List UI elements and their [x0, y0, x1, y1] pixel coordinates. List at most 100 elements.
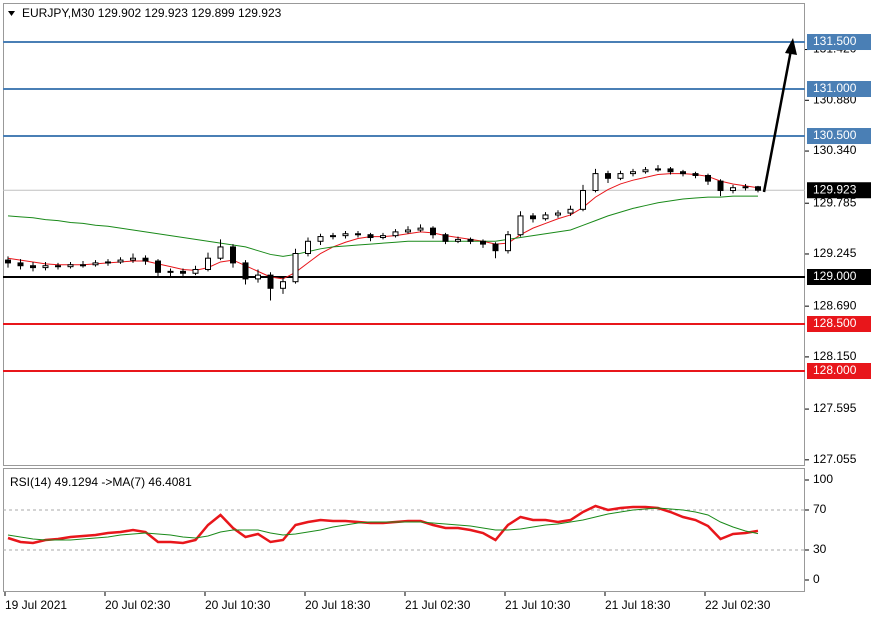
candle-body [592, 173, 599, 192]
level-label-box [807, 128, 871, 145]
candle-body [392, 231, 399, 237]
level-label: 128.000 [813, 363, 857, 377]
level-label-box [807, 363, 871, 380]
x-tick-label: 21 Jul 18:30 [605, 598, 671, 612]
candle-body [730, 187, 736, 192]
chart-title: EURJPY,M30 129.902 129.923 129.899 129.9… [22, 6, 282, 20]
x-tick-label: 21 Jul 10:30 [505, 598, 571, 612]
y-tick-label: 127.055 [813, 452, 857, 466]
candle-body [380, 235, 386, 239]
candle-body [580, 190, 586, 210]
x-tick-label: 22 Jul 02:30 [705, 598, 771, 612]
candle-body [142, 257, 149, 262]
candle-body [517, 215, 524, 236]
candle-body [405, 229, 411, 233]
candle-body [30, 265, 36, 269]
y-tick-label: 0 [813, 572, 820, 586]
rsi-title: RSI(14) 49.1294 ->MA(7) 46.4081 [10, 475, 192, 489]
candle-body [692, 173, 699, 176]
candle-body [742, 186, 749, 189]
candle-body [667, 168, 674, 173]
candle-body [755, 186, 761, 191]
candle-body [105, 261, 111, 264]
candle-body [305, 240, 311, 255]
candle-body [255, 274, 261, 280]
candle-body [455, 238, 461, 242]
candle-body [280, 281, 286, 289]
arrow [762, 38, 797, 193]
candle-body [505, 234, 511, 252]
candle-body [617, 173, 624, 179]
candle-body [17, 262, 24, 267]
level-label-box [807, 81, 871, 98]
candle-body [317, 236, 324, 242]
candle-body [5, 259, 11, 264]
candle-body [205, 257, 211, 270]
candle-body [492, 243, 499, 252]
candle-body [80, 264, 86, 267]
candle-body [330, 235, 336, 238]
candle-body [530, 215, 536, 220]
candle-body [242, 262, 249, 280]
level-label-box [807, 34, 871, 51]
y-tick-label: 127.595 [813, 401, 857, 415]
last-price-box [807, 182, 871, 199]
y-tick-label: 129.785 [813, 195, 857, 209]
candle-body [480, 240, 486, 245]
candle-body [567, 208, 574, 214]
candle-body [42, 265, 49, 269]
candle-body [717, 180, 724, 192]
y-tick-label: 130.340 [813, 143, 857, 157]
candle-body [117, 259, 124, 263]
candle-body [555, 212, 561, 216]
candle-body [367, 234, 374, 239]
level-label-box [807, 316, 871, 333]
candle-body [267, 274, 274, 289]
candle-body [542, 214, 549, 220]
y-tick-label: 30 [813, 542, 827, 556]
x-tick-label: 20 Jul 02:30 [105, 598, 171, 612]
candle-body [292, 253, 299, 283]
title-marker [8, 11, 15, 16]
candle-body [192, 268, 199, 274]
candle-body [605, 173, 611, 179]
level-label: 131.500 [813, 34, 857, 48]
candle-body [430, 227, 436, 236]
candle-body [417, 227, 424, 231]
arrow-line [762, 49, 793, 193]
x-tick-label: 20 Jul 18:30 [305, 598, 371, 612]
candle-body [180, 270, 186, 274]
candle-body [705, 174, 711, 182]
level-label: 129.000 [813, 269, 857, 283]
candle-body [342, 233, 349, 237]
y-tick-label: 128.690 [813, 298, 857, 312]
indicator-line [7, 504, 759, 545]
x-tick-label: 21 Jul 02:30 [405, 598, 471, 612]
candle-body [55, 265, 61, 268]
x-tick-label: 20 Jul 10:30 [205, 598, 271, 612]
level-label: 130.500 [813, 128, 857, 142]
candle-body [680, 171, 686, 175]
candle-body [167, 270, 174, 273]
arrow-head [785, 38, 797, 55]
x-tick-label: 19 Jul 2021 [5, 598, 67, 612]
candle-body [642, 169, 649, 173]
candle-body [130, 257, 136, 261]
candle-body [442, 234, 449, 242]
y-tick-label: 100 [813, 472, 833, 486]
rsi-frame [3, 468, 805, 592]
candle-body [655, 168, 661, 171]
y-tick-label: 70 [813, 502, 827, 516]
y-tick-label: 129.245 [813, 246, 857, 260]
candle-body [155, 260, 161, 273]
candle-body [467, 238, 474, 242]
candle-body [230, 246, 236, 264]
level-label-box [807, 269, 871, 286]
candle-body [355, 233, 361, 236]
candle-body [67, 264, 74, 268]
candle-body [630, 171, 636, 175]
candle-body [217, 246, 224, 259]
main-frame [3, 3, 805, 466]
